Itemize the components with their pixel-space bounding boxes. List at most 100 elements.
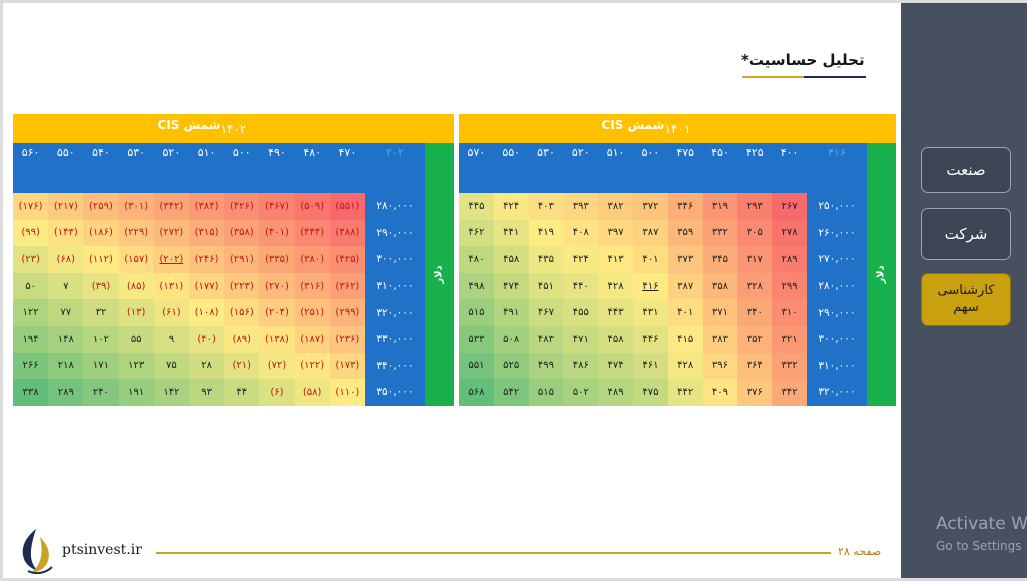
table-cell: ۴۰۱ bbox=[667, 299, 703, 326]
table-cell: ۵۵ bbox=[118, 326, 154, 353]
table-cell: ۳۵۲ bbox=[737, 326, 773, 353]
nav-button-company[interactable]: شرکت bbox=[921, 208, 1011, 260]
table-cell: ۵۰۲ bbox=[563, 379, 599, 406]
table-cell: ۴۹۱ bbox=[493, 299, 529, 326]
column-header-value: ۵۱۰ bbox=[197, 145, 216, 159]
table-cell: (۱۱۰) bbox=[329, 379, 365, 406]
row-label-value: ۳۵۰,۰۰۰ bbox=[365, 379, 425, 406]
table-cell: ۴۷۱ bbox=[563, 326, 599, 353]
table-cell: (۱۸۶) bbox=[83, 219, 119, 247]
table-cell: ۴۳۵ bbox=[528, 246, 564, 273]
table-cell: ۹ bbox=[153, 326, 189, 353]
table-cell: ۴۲۸ bbox=[667, 352, 703, 380]
table-cell: (۱۷۷) bbox=[189, 272, 225, 300]
nav-button-industry[interactable]: صنعت bbox=[921, 147, 1011, 193]
title-underline bbox=[742, 76, 866, 78]
table-cell: ۳۴۵ bbox=[702, 246, 738, 273]
table-cell: (۸۹) bbox=[224, 326, 260, 353]
nav-button-stock-analysis[interactable]: کارشناسی سهم bbox=[921, 273, 1011, 326]
table-cell: ۴۳۱ bbox=[633, 299, 668, 326]
table-cell: ۳۷۱ bbox=[702, 299, 738, 326]
table-cell: ۲۹۳ bbox=[737, 193, 773, 220]
table-cell: ۷ bbox=[48, 272, 84, 300]
row-label-value: ۳۱۰,۰۰۰ bbox=[365, 272, 425, 300]
table-cell: (۴۶۷) bbox=[259, 193, 295, 220]
year-header: ۱۴۰۲ bbox=[13, 114, 454, 143]
table-cell: ۷۷ bbox=[48, 299, 84, 326]
table-cell: ۴۵۵ bbox=[563, 299, 599, 326]
table-cell: ۴۴۲ bbox=[667, 379, 703, 406]
column-header-value: ۴۷۵ bbox=[676, 145, 695, 159]
table-cell: ۲۷۸ bbox=[772, 219, 807, 247]
column-header-value: ۵۶۰ bbox=[21, 145, 40, 159]
table-cell: ۴۰۳ bbox=[528, 193, 564, 220]
page-number: صفحه ۲۸ bbox=[838, 545, 882, 558]
table-cell: ۵۴۲ bbox=[493, 379, 529, 406]
table-cell: ۳۱۷ bbox=[737, 246, 773, 273]
table-cell: ۴۷۴ bbox=[493, 272, 529, 300]
table-cell: ۳۴۰ bbox=[737, 299, 773, 326]
table-cell: ۲۸ bbox=[189, 352, 225, 380]
company-logo-icon bbox=[22, 529, 53, 575]
row-label-value: ۲۸۰,۰۰۰ bbox=[807, 272, 867, 300]
table-cell: (۲۱) bbox=[224, 352, 260, 380]
table-cell: (۳۹) bbox=[83, 272, 119, 300]
table-cell: ۴۵۸ bbox=[598, 326, 633, 353]
table-cell: ۳۵۸ bbox=[702, 272, 738, 300]
table-cell: (۲۰۲) bbox=[153, 246, 189, 273]
table-cell: ۵۰ bbox=[13, 272, 49, 300]
table-cell: ۵۵۱ bbox=[459, 352, 494, 380]
table-cell: ۴۸۰ bbox=[459, 246, 494, 273]
table-cell: (۵۸) bbox=[294, 379, 330, 406]
table-cell: (۲۲۳) bbox=[224, 272, 260, 300]
cis-header-label: شمش CIS bbox=[157, 118, 221, 132]
table-cell: ۴۴۶ bbox=[633, 326, 668, 353]
table-cell: ۳۳۲ bbox=[702, 219, 738, 247]
table-cell: ۹۳ bbox=[189, 379, 225, 406]
table-cell: ۴۲۴ bbox=[493, 193, 529, 220]
table-cell: ۳۳۸ bbox=[13, 379, 49, 406]
table-cell: ۴۹۹ bbox=[528, 352, 564, 380]
corner-value: ۴۱۶ bbox=[828, 145, 846, 159]
row-label-value: ۲۹۰,۰۰۰ bbox=[807, 299, 867, 326]
table-cell: (۴۲۵) bbox=[329, 246, 365, 273]
table-cell: ۳۳۲ bbox=[772, 352, 807, 380]
activation-watermark-subtitle: Go to Settings bbox=[936, 539, 1022, 553]
column-header-value: ۴۵۰ bbox=[711, 145, 729, 159]
table-cell: (۱۴۳) bbox=[48, 219, 84, 247]
table-cell: (۱۵۷) bbox=[118, 246, 154, 273]
table-cell: (۶۸) bbox=[48, 246, 84, 273]
table-cell: ۷۵ bbox=[153, 352, 189, 380]
column-header-value: ۴۹۰ bbox=[268, 145, 286, 159]
table-cell: ۳۹۷ bbox=[598, 219, 633, 247]
column-header-value: ۴۲۵ bbox=[745, 145, 764, 159]
table-cell: ۳۵۹ bbox=[667, 219, 703, 247]
table-cell: (۴۰) bbox=[189, 326, 225, 353]
table-cell: ۴۲۸ bbox=[598, 272, 633, 300]
table-cell: ۱۹۴ bbox=[13, 326, 49, 353]
column-header-value: ۵۲۰ bbox=[571, 145, 590, 159]
table-cell: (۳۴۲) bbox=[153, 193, 189, 220]
table-cell: (۳۶۲) bbox=[329, 272, 365, 300]
table-cell: ۱۴۸ bbox=[48, 326, 84, 353]
table-cell: ۳۲۸ bbox=[737, 272, 773, 300]
table-cell: ۲۸۹ bbox=[48, 379, 84, 406]
table-cell: (۱۷۶) bbox=[13, 193, 49, 220]
column-header-row bbox=[459, 143, 867, 193]
table-cell: (۶) bbox=[259, 379, 295, 406]
table-cell: (۳۳۵) bbox=[259, 246, 295, 273]
table-cell: ۲۶۷ bbox=[772, 193, 807, 220]
table-cell: ۴۱۳ bbox=[598, 246, 633, 273]
table-cell: ۴۰۸ bbox=[563, 219, 599, 247]
table-cell: ۲۸۹ bbox=[772, 246, 807, 273]
table-cell: (۳۰۱) bbox=[118, 193, 154, 220]
table-cell: (۶۱) bbox=[153, 299, 189, 326]
table-cell: ۴۲۴ bbox=[563, 246, 599, 273]
navigation-panel: صنعت شرکت کارشناسی سهم bbox=[901, 3, 1027, 578]
row-label-value: ۳۱۰,۰۰۰ bbox=[807, 352, 867, 380]
column-header-value: ۵۲۰ bbox=[162, 145, 181, 159]
table-cell: ۴۸۹ bbox=[598, 379, 633, 406]
table-cell: ۴۴ bbox=[224, 379, 260, 406]
side-label-usd: دلار bbox=[867, 143, 896, 406]
table-cell: (۱۳۸) bbox=[259, 326, 295, 353]
